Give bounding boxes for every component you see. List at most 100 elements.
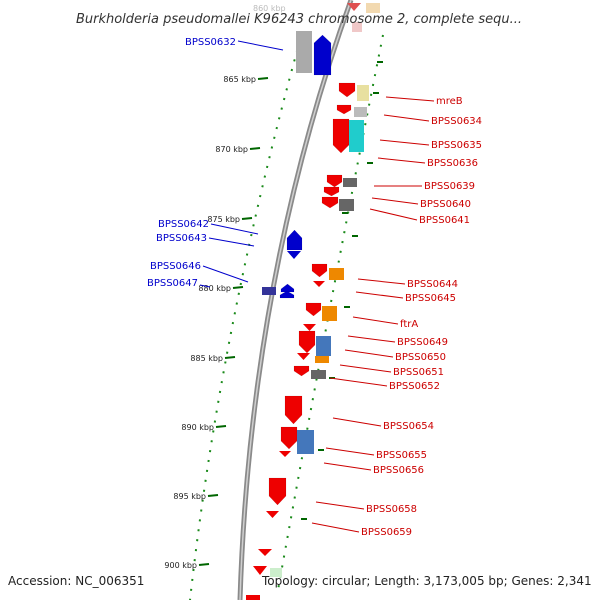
kbp-tick-label-faint: 860 kbp [253, 4, 286, 13]
gene-labels: BPSS0632 BPSS0642 BPSS0643 BPSS0646 BPSS0647… [147, 37, 482, 538]
gene-block [315, 356, 329, 363]
leader-line [315, 501, 365, 510]
gene-label-forward: BPSS0639 [424, 181, 475, 192]
gene-arrow [280, 426, 298, 450]
gene-block [343, 178, 357, 187]
gene-block [329, 268, 344, 280]
gene-arrowhead [258, 549, 272, 556]
leader-line [385, 96, 435, 102]
leader-line [347, 335, 396, 343]
gene-block [246, 595, 260, 600]
gene-label-forward: mreB [436, 96, 463, 107]
gene-arrow [284, 395, 303, 425]
gene-arrow [286, 229, 303, 251]
gene-arrowhead [287, 251, 301, 259]
gene-block [322, 306, 337, 321]
leader-line [202, 265, 249, 283]
gene-arrow [336, 104, 352, 115]
gene-label-forward: BPSS0652 [389, 381, 440, 392]
leader-line [323, 462, 372, 471]
leader-line [352, 316, 399, 325]
leader-line [355, 291, 404, 299]
gene-arrowhead [303, 324, 316, 331]
kbp-axis: 865 kbp 870 kbp 875 kbp 880 kbp 885 kbp 890 k… [164, 4, 285, 570]
gene-arrow [326, 174, 343, 188]
gene-label-forward: BPSS0650 [395, 352, 446, 363]
gene-block [296, 31, 312, 73]
gene-label-forward: BPSS0659 [361, 527, 412, 538]
gene-features [246, 3, 383, 600]
gene-label-forward: ftrA [400, 319, 418, 330]
gene-label-forward: BPSS0651 [393, 367, 444, 378]
kbp-tick-label: 870 kbp [215, 145, 248, 154]
kbp-tick-label: 900 kbp [164, 561, 197, 570]
kbp-tick-mark [215, 425, 227, 428]
gene-label-reverse: BPSS0632 [185, 37, 236, 48]
gene-label-forward: BPSS0658 [366, 504, 417, 515]
gene-arrowhead [297, 353, 310, 360]
kbp-tick-mark [207, 494, 219, 497]
gene-block [339, 199, 354, 211]
gene-label-forward: BPSS0640 [420, 199, 471, 210]
leader-line [369, 208, 418, 221]
kbp-tick-mark [241, 217, 253, 220]
gene-arrow [279, 290, 295, 299]
kbp-tick-label: 865 kbp [223, 75, 256, 84]
gene-arrow [323, 186, 340, 197]
gene-arrow [338, 82, 356, 98]
gene-arrowhead [347, 3, 361, 11]
leader-line [344, 349, 394, 358]
gene-label-forward: BPSS0641 [419, 215, 470, 226]
kbp-tick-mark [232, 286, 244, 289]
gene-label-reverse: BPSS0647 [147, 278, 198, 289]
leader-line [199, 284, 211, 288]
gene-label-forward: BPSS0644 [407, 279, 458, 290]
kbp-tick-label: 890 kbp [181, 423, 214, 432]
gene-block [262, 287, 276, 295]
gene-arrowhead [313, 281, 325, 287]
gene-label-forward: BPSS0655 [376, 450, 427, 461]
gene-label-forward: BPSS0649 [397, 337, 448, 348]
gene-block [316, 336, 331, 356]
gene-label-reverse: BPSS0643 [156, 233, 207, 244]
gene-arrow [298, 330, 316, 354]
gene-block [311, 370, 326, 379]
leader-line [377, 157, 426, 164]
leader-line [371, 197, 419, 205]
gene-label-reverse: BPSS0646 [150, 261, 201, 272]
leader-line [311, 522, 360, 533]
gene-label-forward: BPSS0645 [405, 293, 456, 304]
kbp-tick-mark [249, 147, 261, 150]
gene-arrowhead [279, 451, 291, 457]
gene-label-forward: BPSS0634 [431, 116, 482, 127]
kbp-tick-label: 885 kbp [190, 354, 223, 363]
gene-arrow [313, 34, 332, 76]
gene-arrowhead [253, 566, 267, 575]
gene-label-forward: BPSS0656 [373, 465, 424, 476]
gene-label-reverse: BPSS0642 [158, 219, 209, 230]
leader-line [237, 40, 284, 51]
leader-line [379, 139, 430, 146]
leader-line [383, 114, 430, 122]
chromosome-backbone [237, 0, 354, 600]
leader-line [339, 364, 392, 373]
gene-block [352, 22, 362, 32]
gene-arrow [332, 118, 350, 154]
topology-summary: Topology: circular; Length: 3,173,005 bp… [261, 574, 592, 588]
gene-arrow [311, 263, 328, 278]
kbp-tick-mark [198, 563, 210, 566]
leader-line [332, 417, 382, 427]
kbp-tick-label: 875 kbp [207, 215, 240, 224]
gene-block [366, 3, 380, 13]
gene-block [349, 120, 364, 152]
gene-block [354, 107, 367, 117]
kbp-tick-mark [257, 77, 269, 80]
accession-text: Accession: NC_006351 [8, 574, 144, 588]
map-title: Burkholderia pseudomallei K96243 chromos… [76, 12, 522, 27]
leader-line [210, 223, 259, 235]
gene-block [357, 85, 369, 101]
kbp-tick-mark [224, 356, 236, 359]
kbp-tick-label: 880 kbp [198, 284, 231, 293]
gene-block [270, 568, 282, 577]
gene-arrow [268, 477, 287, 506]
